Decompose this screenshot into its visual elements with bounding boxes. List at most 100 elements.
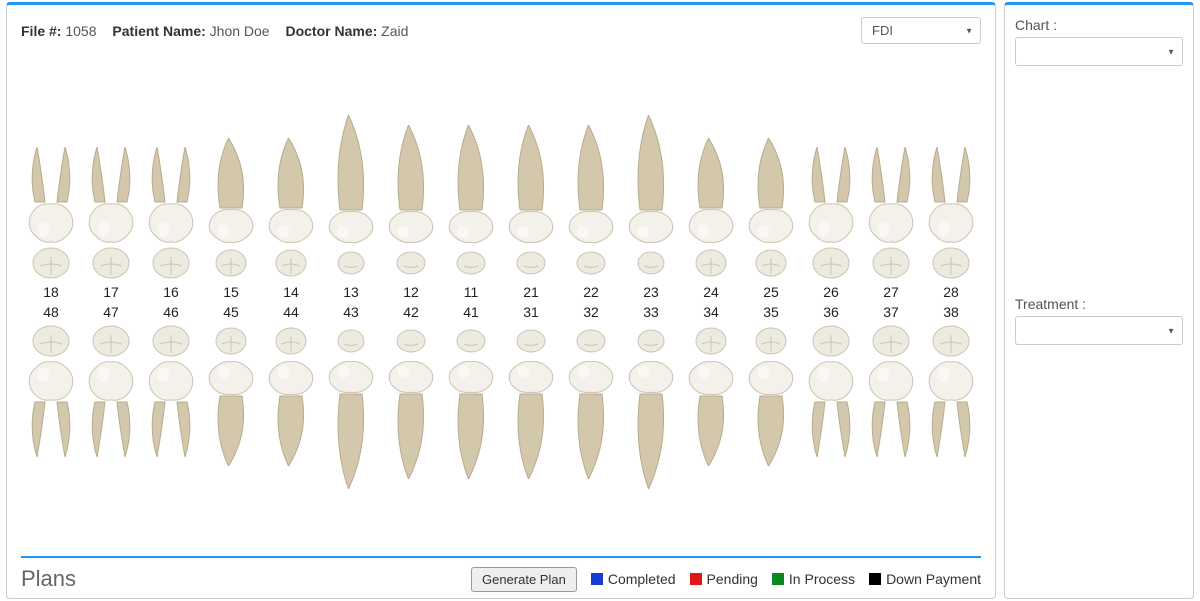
tooth-occlusal-17[interactable] <box>83 246 139 280</box>
tooth-16[interactable] <box>143 147 199 244</box>
generate-plan-button[interactable]: Generate Plan <box>471 567 577 592</box>
tooth-occlusal-27[interactable] <box>863 246 919 280</box>
tooth-number: 18 <box>23 284 79 300</box>
tooth-27[interactable] <box>863 147 919 244</box>
tooth-number: 48 <box>23 304 79 320</box>
tooth-25[interactable] <box>743 138 799 244</box>
lower-occlusal-row <box>21 322 981 360</box>
chart-select[interactable] <box>1015 37 1183 66</box>
tooth-occlusal-18[interactable] <box>23 246 79 280</box>
upper-arch <box>21 115 981 244</box>
tooth-42[interactable] <box>383 360 439 479</box>
tooth-occlusal-38[interactable] <box>923 324 979 358</box>
tooth-number: 46 <box>143 304 199 320</box>
tooth-44[interactable] <box>263 360 319 466</box>
tooth-17[interactable] <box>83 147 139 244</box>
tooth-37[interactable] <box>863 360 919 457</box>
chart-select-label: Chart : <box>1015 17 1183 33</box>
tooth-28[interactable] <box>923 147 979 244</box>
tooth-occlusal-24[interactable] <box>683 246 739 280</box>
tooth-occlusal-16[interactable] <box>143 246 199 280</box>
tooth-24[interactable] <box>683 138 739 244</box>
tooth-occlusal-35[interactable] <box>743 324 799 358</box>
patient-label: Patient Name: <box>112 23 205 39</box>
tooth-occlusal-25[interactable] <box>743 246 799 280</box>
tooth-occlusal-11[interactable] <box>443 246 499 280</box>
legend-item: Pending <box>690 571 758 587</box>
tooth-number: 21 <box>503 284 559 300</box>
tooth-occlusal-42[interactable] <box>383 324 439 358</box>
numbering-select[interactable]: FDI <box>861 17 981 44</box>
tooth-18[interactable] <box>23 147 79 244</box>
tooth-47[interactable] <box>83 360 139 457</box>
tooth-occlusal-41[interactable] <box>443 324 499 358</box>
chart-select-wrap <box>1015 37 1183 66</box>
legend-swatch <box>690 573 702 585</box>
tooth-occlusal-31[interactable] <box>503 324 559 358</box>
tooth-occlusal-45[interactable] <box>203 324 259 358</box>
plans-bar: Plans Generate Plan CompletedPendingIn P… <box>21 556 981 592</box>
tooth-34[interactable] <box>683 360 739 466</box>
tooth-number: 41 <box>443 304 499 320</box>
legend-swatch <box>869 573 881 585</box>
legend-label: Pending <box>707 571 758 587</box>
tooth-occlusal-14[interactable] <box>263 246 319 280</box>
tooth-occlusal-43[interactable] <box>323 324 379 358</box>
tooth-occlusal-34[interactable] <box>683 324 739 358</box>
tooth-number: 47 <box>83 304 139 320</box>
tooth-occlusal-46[interactable] <box>143 324 199 358</box>
tooth-11[interactable] <box>443 125 499 244</box>
tooth-occlusal-26[interactable] <box>803 246 859 280</box>
tooth-number: 31 <box>503 304 559 320</box>
tooth-46[interactable] <box>143 360 199 457</box>
tooth-38[interactable] <box>923 360 979 457</box>
tooth-14[interactable] <box>263 138 319 244</box>
tooth-occlusal-28[interactable] <box>923 246 979 280</box>
upper-occlusal-row <box>21 244 981 282</box>
tooth-occlusal-22[interactable] <box>563 246 619 280</box>
tooth-number: 35 <box>743 304 799 320</box>
tooth-22[interactable] <box>563 125 619 244</box>
tooth-12[interactable] <box>383 125 439 244</box>
tooth-41[interactable] <box>443 360 499 479</box>
tooth-occlusal-32[interactable] <box>563 324 619 358</box>
tooth-43[interactable] <box>323 360 379 489</box>
tooth-48[interactable] <box>23 360 79 457</box>
tooth-occlusal-23[interactable] <box>623 246 679 280</box>
tooth-occlusal-12[interactable] <box>383 246 439 280</box>
tooth-occlusal-15[interactable] <box>203 246 259 280</box>
tooth-35[interactable] <box>743 360 799 466</box>
tooth-number: 36 <box>803 304 859 320</box>
patient-value: Jhon Doe <box>210 23 270 39</box>
treatment-select[interactable] <box>1015 316 1183 345</box>
tooth-21[interactable] <box>503 125 559 244</box>
tooth-number: 22 <box>563 284 619 300</box>
tooth-occlusal-33[interactable] <box>623 324 679 358</box>
tooth-occlusal-47[interactable] <box>83 324 139 358</box>
tooth-number: 28 <box>923 284 979 300</box>
tooth-26[interactable] <box>803 147 859 244</box>
tooth-occlusal-48[interactable] <box>23 324 79 358</box>
tooth-number: 37 <box>863 304 919 320</box>
tooth-occlusal-21[interactable] <box>503 246 559 280</box>
tooth-number: 15 <box>203 284 259 300</box>
tooth-number: 13 <box>323 284 379 300</box>
tooth-occlusal-36[interactable] <box>803 324 859 358</box>
side-panel: Chart : Treatment : <box>1004 2 1194 599</box>
tooth-occlusal-37[interactable] <box>863 324 919 358</box>
tooth-33[interactable] <box>623 360 679 489</box>
patient-info: File #: 1058 Patient Name: Jhon Doe Doct… <box>21 23 420 39</box>
tooth-occlusal-44[interactable] <box>263 324 319 358</box>
tooth-occlusal-13[interactable] <box>323 246 379 280</box>
tooth-45[interactable] <box>203 360 259 466</box>
doctor-value: Zaid <box>381 23 408 39</box>
tooth-15[interactable] <box>203 138 259 244</box>
tooth-number: 25 <box>743 284 799 300</box>
tooth-23[interactable] <box>623 115 679 244</box>
tooth-number: 32 <box>563 304 619 320</box>
legend-swatch <box>772 573 784 585</box>
tooth-32[interactable] <box>563 360 619 479</box>
tooth-31[interactable] <box>503 360 559 479</box>
tooth-13[interactable] <box>323 115 379 244</box>
tooth-36[interactable] <box>803 360 859 457</box>
